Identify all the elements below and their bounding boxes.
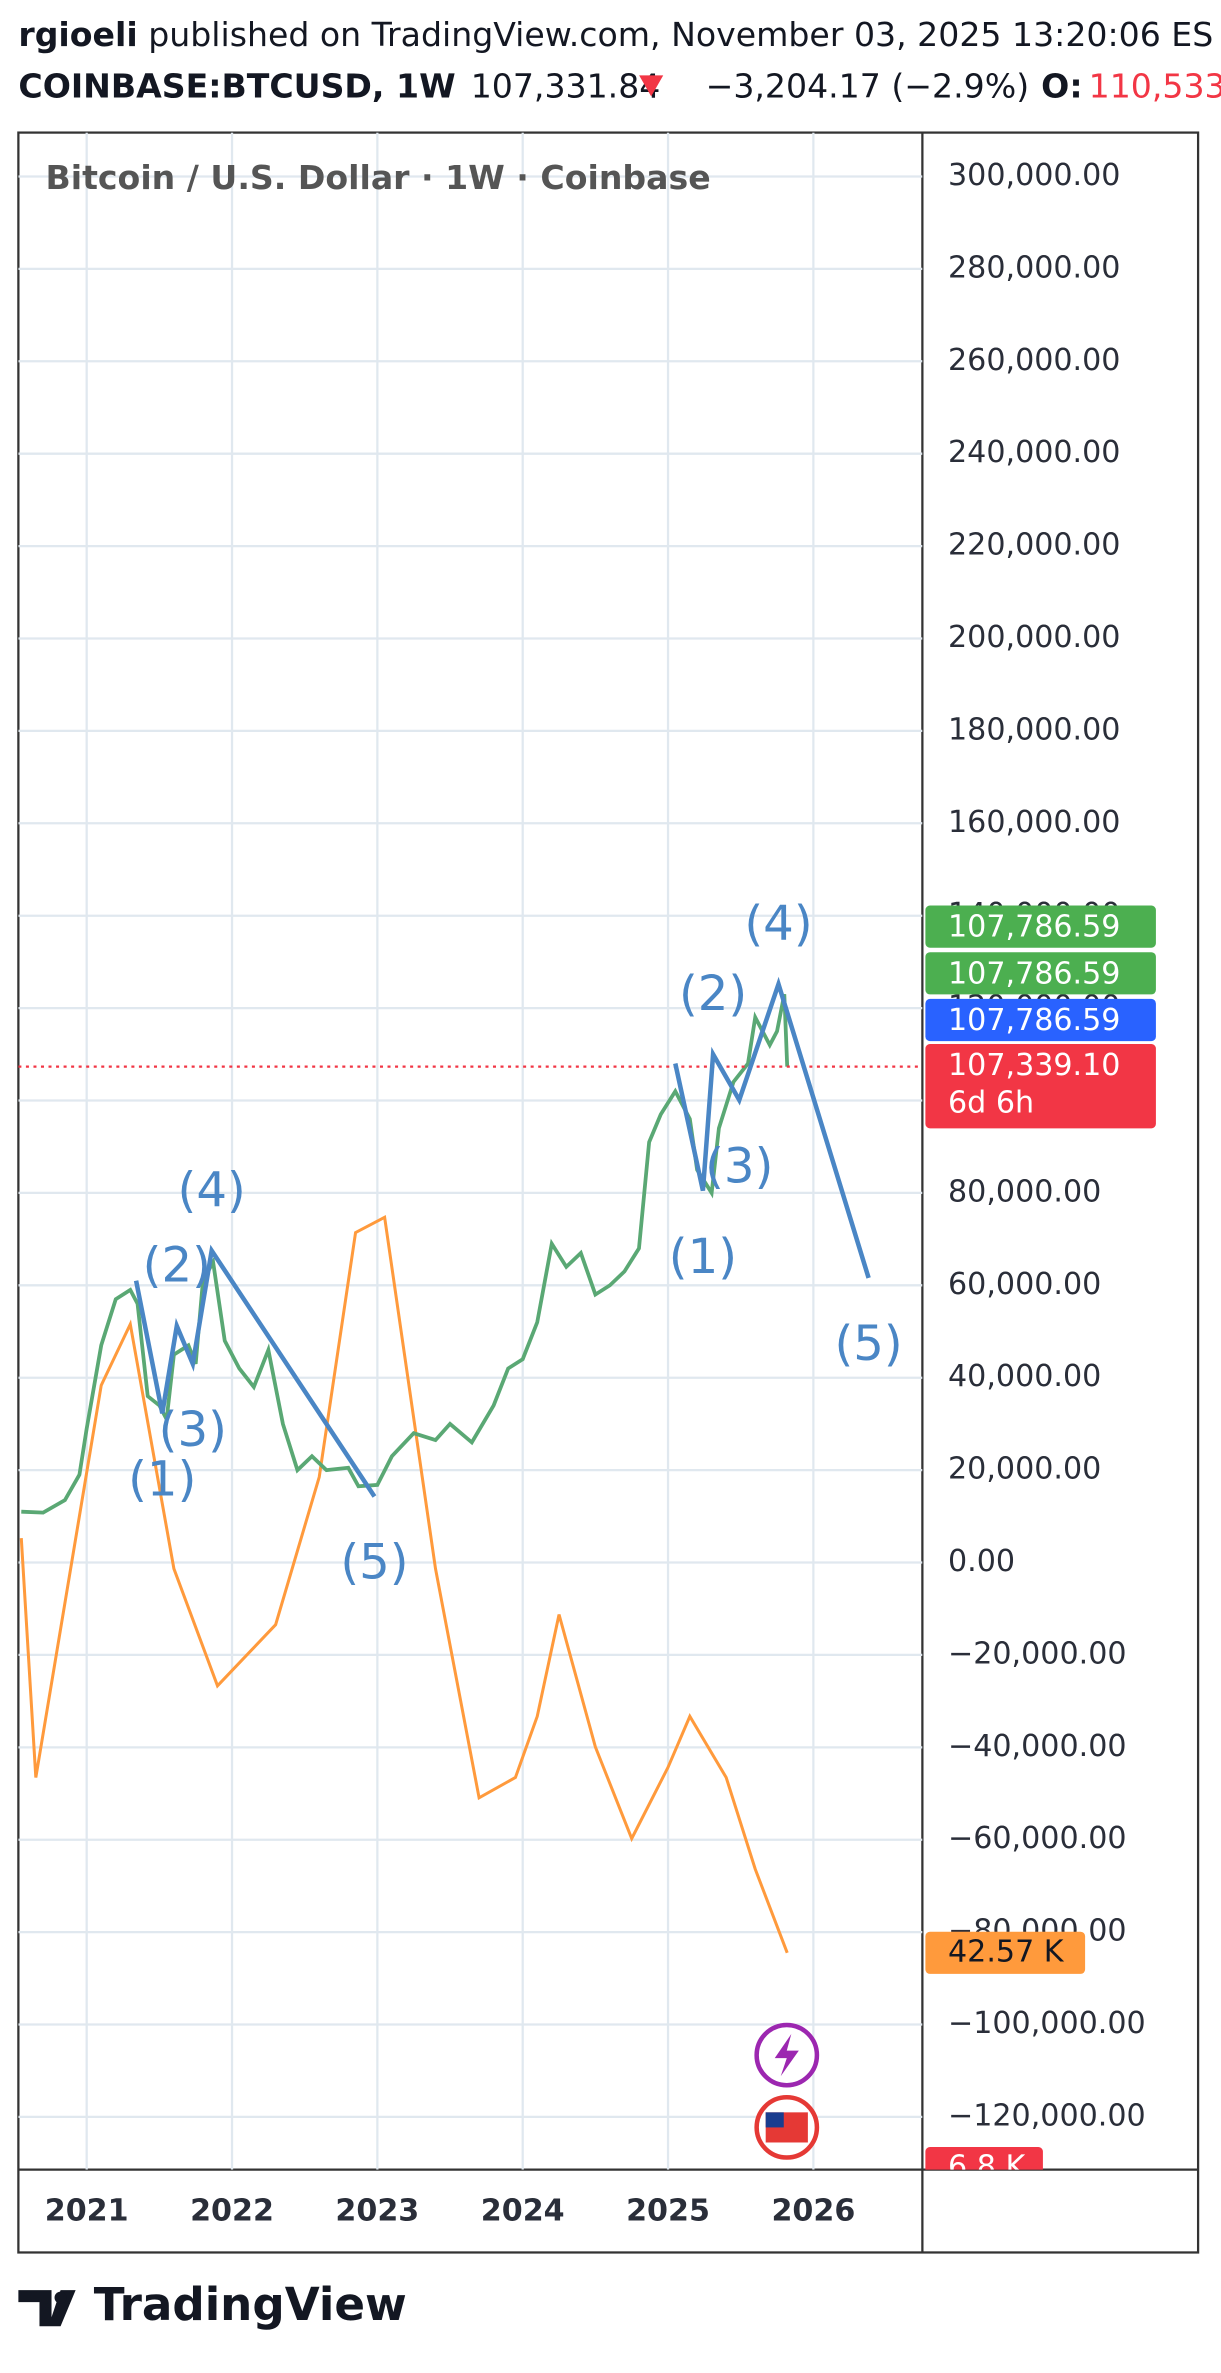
chart-title: Bitcoin / U.S. Dollar · 1W · Coinbase: [46, 158, 711, 197]
x-tick-label: 2022: [190, 2193, 274, 2228]
wave-label: (2): [143, 1238, 211, 1294]
y-tick-label: −40,000.00: [948, 1729, 1127, 1764]
wave-label: (3): [705, 1138, 773, 1194]
x-tick-label: 2023: [335, 2193, 419, 2228]
wave-line: [673, 976, 871, 1279]
y-tick-label: 40,000.00: [948, 1359, 1101, 1394]
y-tick-label: −20,000.00: [948, 1636, 1127, 1671]
symbol: COINBASE:BTCUSD, 1W: [18, 66, 455, 105]
x-tick-label: 2024: [481, 2193, 565, 2228]
y-tick-label: 240,000.00: [948, 435, 1120, 470]
volume-badge-group: 6.8 K: [925, 2147, 1043, 2185]
wave-label: (1): [128, 1452, 196, 1508]
price-badge: [925, 998, 1156, 1042]
brand: TradingView: [94, 2278, 407, 2331]
time-axis: 2021 2022 2023 2024 2025 2026: [45, 2193, 856, 2228]
icons: [754, 2022, 820, 2160]
last: 107,331.84: [471, 66, 661, 105]
x-tick-label: 2025: [626, 2193, 710, 2228]
volume-badge-label: 6.8 K: [948, 2150, 1026, 2185]
last-price-badge: [925, 1043, 1156, 1129]
price-axis: −120,000.00−100,000.00−80,000.00−60,000.…: [948, 158, 1146, 2133]
x-tick-label: 2021: [45, 2193, 129, 2228]
y-tick-label: 80,000.00: [948, 1174, 1101, 1209]
logo-mark: [54, 2291, 67, 2304]
open: 110,533.8: [1089, 66, 1221, 105]
y-tick-label: 260,000.00: [948, 343, 1120, 378]
author: rgioeli: [18, 15, 137, 54]
price-badge-label: 107,786.59: [948, 956, 1120, 991]
volume-ma-line: [19, 1214, 789, 1954]
y-tick-label: 160,000.00: [948, 805, 1120, 840]
symbol-line: COINBASE:BTCUSD, 1W 107,331.84 −3,204.17 (…: [18, 66, 1221, 105]
y-tick-label: −100,000.00: [948, 2006, 1146, 2041]
y-tick-label: 20,000.00: [948, 1452, 1101, 1487]
price-badge-label: 107,786.59: [948, 1003, 1120, 1038]
wave-label: (5): [834, 1316, 902, 1372]
logo: [18, 2290, 76, 2327]
countdown: 6d 6h: [948, 1086, 1034, 1121]
wave-label: (1): [669, 1229, 737, 1285]
wave-label: (4): [178, 1162, 246, 1218]
y-tick-label: 60,000.00: [948, 1267, 1101, 1302]
open-label: O:: [1041, 66, 1082, 105]
y-tick-label: −120,000.00: [948, 2098, 1146, 2133]
published: published on TradingView.com, November 0…: [138, 15, 1214, 54]
down-arrow: [639, 75, 664, 97]
wave-label: (5): [340, 1535, 408, 1591]
y-tick-label: −60,000.00: [948, 1821, 1127, 1856]
price-badge: [925, 905, 1156, 948]
icon: [774, 2034, 799, 2077]
change: −3,204.17 (−2.9%): [706, 66, 1030, 105]
y-tick-label: 0.00: [948, 1544, 1015, 1579]
icon: [765, 2112, 784, 2128]
volume-badge: [925, 2147, 1043, 2170]
price-badge-label: 107,786.59: [948, 910, 1120, 945]
y-tick-label: 300,000.00: [948, 158, 1120, 193]
frame: [17, 131, 1200, 2254]
last-price-label: 107,339.10: [948, 1048, 1120, 1083]
volume-ma-label: 42.57 K: [948, 1934, 1065, 1969]
wave-label: (4): [744, 896, 812, 952]
y-tick-label: 280,000.00: [948, 250, 1120, 285]
wave-line: [133, 1244, 377, 1498]
wave-label: (3): [159, 1402, 227, 1458]
x-tick-label: 2026: [771, 2193, 855, 2228]
logo-mark: [18, 2290, 76, 2327]
y-tick-label: 220,000.00: [948, 528, 1120, 563]
plot: [18, 132, 923, 2170]
y-tick-label: 180,000.00: [948, 712, 1120, 747]
header-line: rgioeli published on TradingView.com, No…: [18, 15, 1213, 54]
y-tick-label: 200,000.00: [948, 620, 1120, 655]
wave-label: (2): [679, 966, 747, 1022]
price-badge: [925, 952, 1156, 995]
volume-ma-badge: [925, 1931, 1086, 1974]
